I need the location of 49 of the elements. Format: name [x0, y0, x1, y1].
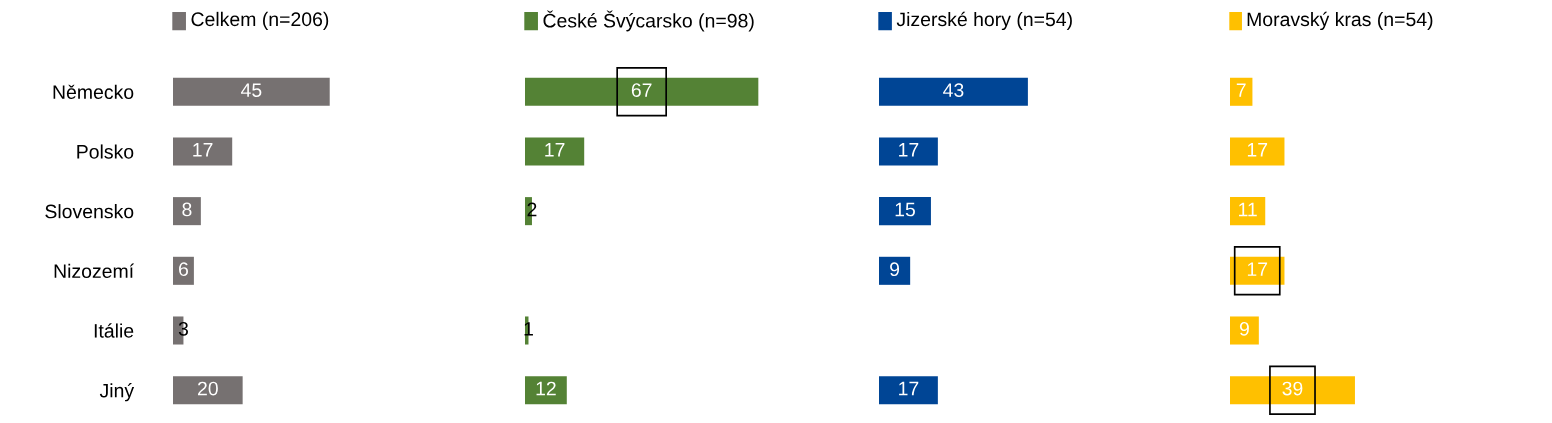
- data-label: 15: [895, 202, 915, 217]
- bar: [1230, 376, 1355, 405]
- bar: [879, 137, 938, 166]
- data-label: 45: [240, 83, 262, 97]
- data-label: 43: [943, 83, 964, 97]
- bar: [173, 256, 194, 285]
- y-tick-label: Itálie: [94, 323, 134, 338]
- data-label: 17: [899, 143, 919, 157]
- y-tick-label: Slovensko: [45, 204, 134, 219]
- y-tick-label: Jiný: [99, 383, 135, 402]
- bar: [1230, 77, 1253, 106]
- data-label: 17: [899, 381, 919, 396]
- bar: [879, 256, 911, 285]
- data-label: 17: [1247, 143, 1268, 157]
- bar: [879, 77, 1028, 106]
- data-label: 39: [1282, 381, 1303, 396]
- data-label: 17: [545, 143, 565, 157]
- data-label: 8: [182, 202, 192, 217]
- data-label: 12: [536, 381, 556, 396]
- y-tick-label: Nizozemí: [54, 263, 135, 279]
- data-label: 6: [179, 262, 188, 277]
- bar: [173, 137, 233, 166]
- bar: [173, 77, 330, 106]
- legend-label: Moravský kras (n=54): [1247, 11, 1433, 31]
- bar: [525, 77, 759, 106]
- data-label: 2: [527, 202, 537, 217]
- legend-label: České Švýcarsko (n=98): [543, 10, 754, 32]
- bar: [173, 376, 243, 405]
- data-label: 17: [1247, 262, 1268, 276]
- data-label: 11: [1239, 202, 1257, 217]
- data-label: 20: [197, 381, 218, 396]
- bar: [525, 137, 585, 166]
- legend-label: Celkem (n=206): [191, 11, 329, 30]
- bar: [879, 197, 931, 226]
- data-label: 9: [1239, 321, 1249, 336]
- bar: [879, 376, 938, 405]
- data-label: 17: [193, 143, 213, 157]
- data-label: 7: [1236, 83, 1246, 97]
- y-tick-label: Polsko: [77, 144, 134, 159]
- data-label: 67: [631, 83, 652, 97]
- y-tick-label: Německo: [53, 84, 134, 100]
- data-label: 9: [890, 262, 900, 277]
- bar: [173, 197, 201, 226]
- bar: [1230, 137, 1285, 166]
- data-label: 3: [178, 321, 188, 336]
- legend-label: Jizerské hory (n=54): [896, 11, 1072, 31]
- bar: [525, 376, 567, 405]
- bar: [1230, 316, 1259, 345]
- bar: [1230, 197, 1266, 226]
